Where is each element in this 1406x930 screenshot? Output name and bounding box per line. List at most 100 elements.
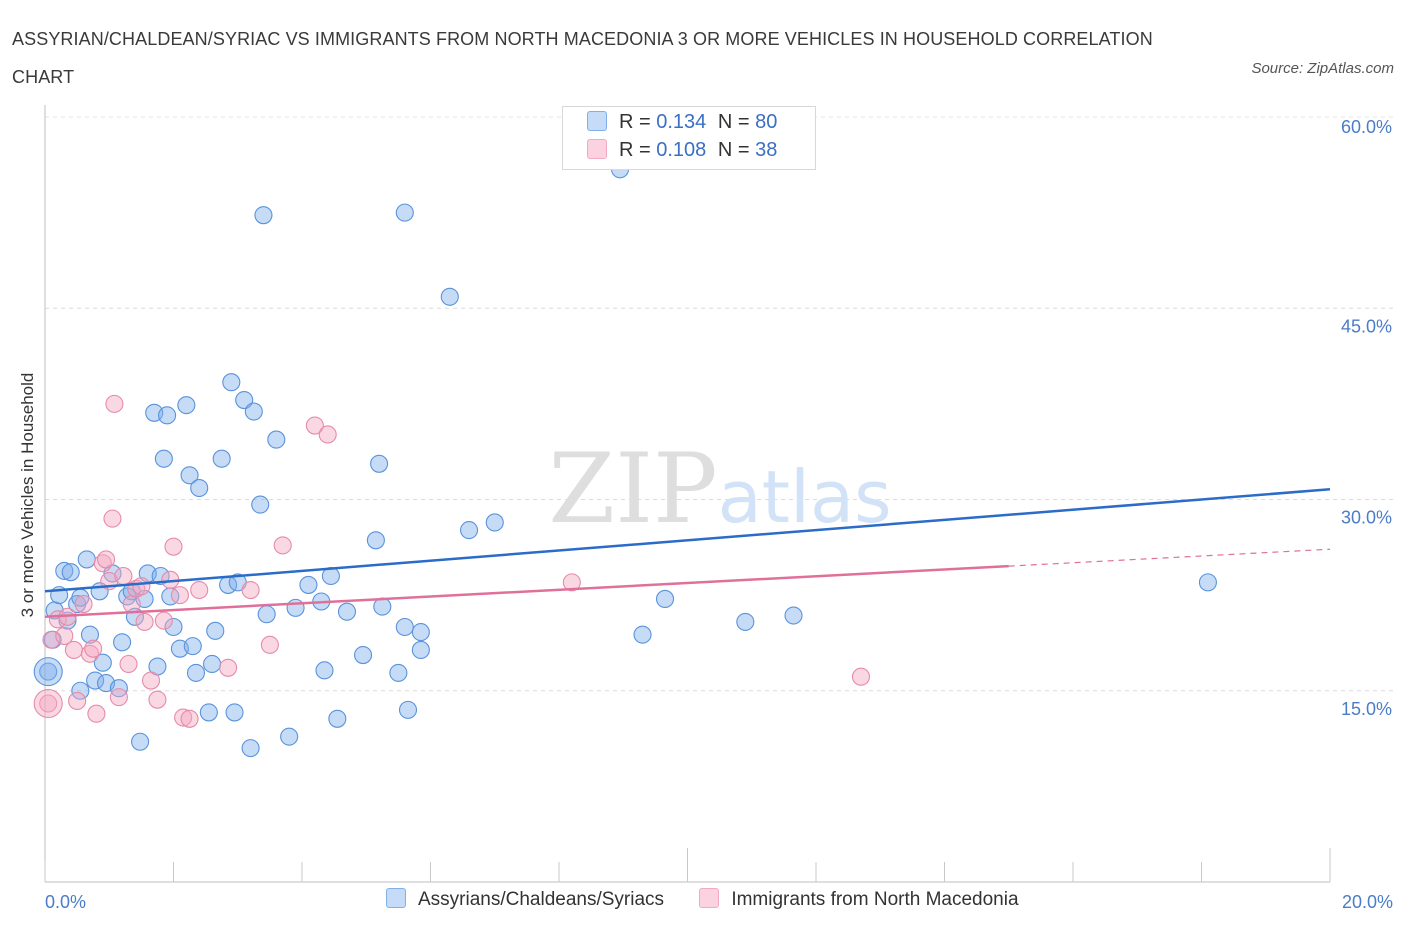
data-point bbox=[131, 732, 150, 751]
data-point bbox=[459, 521, 479, 540]
data-point bbox=[398, 700, 418, 719]
data-point bbox=[655, 589, 675, 609]
legend-item-macedonia: Immigrants from North Macedonia bbox=[699, 888, 1019, 911]
data-point bbox=[113, 633, 132, 652]
data-point bbox=[562, 573, 581, 592]
data-point bbox=[366, 531, 385, 550]
data-point bbox=[84, 639, 103, 658]
data-point bbox=[241, 580, 260, 600]
data-point bbox=[164, 617, 183, 637]
data-point bbox=[395, 617, 414, 637]
data-point bbox=[174, 708, 193, 727]
chart-title: ASSYRIAN/CHALDEAN/SYRIAC VS IMMIGRANTS F… bbox=[12, 29, 1153, 87]
data-point bbox=[260, 635, 279, 654]
tick-labels: 15.0% 30.0% 45.0% 60.0% 0.0% 20.0% bbox=[45, 117, 1393, 912]
legend-n-label: N = bbox=[717, 111, 750, 133]
data-point bbox=[318, 425, 337, 444]
legend-n-label: N = bbox=[717, 139, 750, 161]
legend-swatch-pink bbox=[699, 888, 720, 908]
data-point bbox=[68, 691, 87, 711]
legend-swatch-blue bbox=[386, 888, 406, 908]
data-point bbox=[87, 704, 106, 723]
data-point bbox=[440, 287, 459, 306]
data-point bbox=[244, 402, 263, 421]
data-point bbox=[254, 206, 273, 225]
y-tick-label: 60.0% bbox=[1341, 117, 1392, 137]
data-point bbox=[183, 637, 202, 656]
legend-r-value: 0.108 bbox=[656, 139, 707, 161]
legend-item-assyrians: Assyrians/Chaldeans/Syriacs bbox=[386, 888, 664, 911]
data-point bbox=[55, 626, 74, 645]
data-point bbox=[55, 561, 74, 580]
data-point bbox=[103, 509, 122, 528]
trend-line-extension-1 bbox=[1008, 548, 1331, 567]
data-point bbox=[633, 625, 652, 644]
data-point bbox=[80, 644, 100, 663]
axes bbox=[44, 105, 1331, 883]
data-point bbox=[132, 577, 151, 596]
data-point bbox=[212, 449, 231, 468]
data-point bbox=[93, 653, 112, 672]
data-point bbox=[190, 478, 209, 498]
data-point bbox=[411, 623, 430, 642]
data-point bbox=[225, 703, 244, 722]
data-point bbox=[1198, 573, 1217, 592]
trend-line-0 bbox=[44, 488, 1331, 593]
legend-item-label: Immigrants from North Macedonia bbox=[731, 889, 1019, 910]
data-point bbox=[203, 654, 222, 674]
data-point bbox=[353, 645, 373, 665]
data-point bbox=[328, 709, 347, 728]
data-point bbox=[286, 598, 305, 617]
data-point bbox=[851, 667, 871, 686]
data-point bbox=[485, 513, 504, 532]
data-point bbox=[736, 612, 755, 631]
y-tick-label: 15.0% bbox=[1341, 699, 1392, 719]
watermark-zip: ZIP bbox=[548, 433, 717, 545]
legend-n-value: 38 bbox=[755, 139, 778, 161]
source-label: Source: ZipAtlas.com bbox=[1251, 60, 1394, 77]
data-point-large bbox=[33, 657, 63, 687]
data-point bbox=[222, 373, 241, 392]
data-point bbox=[77, 550, 96, 569]
data-point bbox=[119, 654, 138, 674]
data-point bbox=[370, 454, 389, 473]
data-point bbox=[114, 566, 133, 586]
data-point bbox=[96, 550, 116, 569]
x-tick-label: 0.0% bbox=[45, 892, 86, 912]
data-point bbox=[180, 466, 199, 485]
legend-swatch-blue bbox=[587, 111, 607, 131]
data-point bbox=[395, 203, 414, 222]
data-point bbox=[170, 586, 189, 605]
data-point bbox=[267, 430, 286, 449]
x-tick-label: 20.0% bbox=[1342, 892, 1393, 912]
data-point bbox=[251, 495, 270, 514]
legend-r-label: R = bbox=[619, 111, 651, 133]
data-point bbox=[273, 536, 292, 555]
data-point bbox=[315, 661, 334, 680]
y-tick-label: 30.0% bbox=[1341, 508, 1392, 528]
data-point bbox=[389, 663, 408, 682]
legend-r-label: R = bbox=[619, 139, 651, 161]
stats-legend: R = 0.134 N = 80 R = 0.108 N = 38 bbox=[562, 106, 816, 170]
y-tick-label: 45.0% bbox=[1341, 316, 1392, 336]
data-point bbox=[411, 640, 430, 660]
data-point bbox=[206, 621, 225, 640]
legend-n-value: 80 bbox=[755, 111, 778, 133]
series-legend: Assyrians/Chaldeans/Syriacs Immigrants f… bbox=[386, 888, 1049, 911]
data-point bbox=[337, 602, 357, 621]
y-axis-label: 3 or more Vehicles in Household bbox=[18, 373, 37, 618]
data-point bbox=[219, 658, 238, 677]
legend-r-value: 0.134 bbox=[656, 111, 707, 133]
data-point bbox=[105, 394, 124, 413]
data-point bbox=[86, 671, 105, 690]
data-point bbox=[280, 727, 299, 746]
data-point bbox=[61, 563, 80, 582]
data-point bbox=[257, 605, 276, 624]
data-point bbox=[177, 396, 196, 415]
data-point bbox=[39, 694, 58, 713]
data-point bbox=[135, 612, 154, 631]
trend-lines bbox=[44, 488, 1331, 619]
data-point bbox=[74, 594, 93, 614]
data-point bbox=[109, 688, 128, 707]
